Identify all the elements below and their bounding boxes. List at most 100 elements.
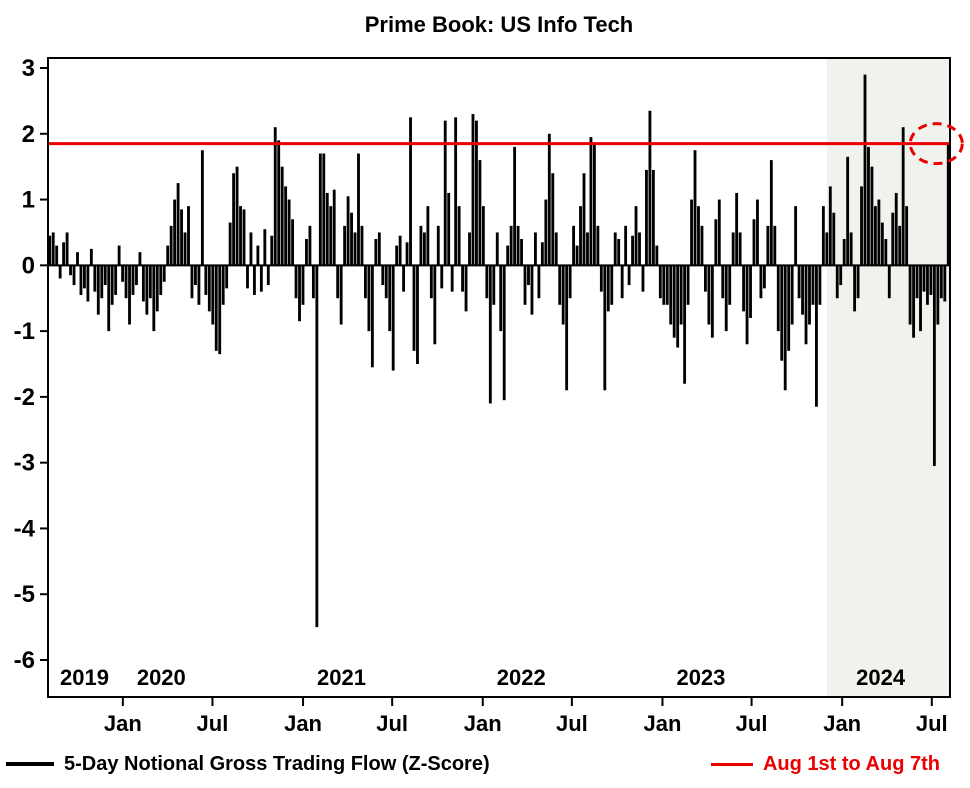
bar xyxy=(440,265,444,289)
y-tick-label: -1 xyxy=(14,318,35,345)
bar xyxy=(495,232,499,266)
bar xyxy=(232,173,236,266)
bar xyxy=(246,265,249,289)
bar xyxy=(717,199,721,266)
year-label: 2024 xyxy=(856,665,906,690)
bar xyxy=(69,265,72,276)
bar xyxy=(790,265,794,325)
bar xyxy=(169,225,173,266)
bar xyxy=(818,265,822,305)
bar xyxy=(263,229,267,266)
bar xyxy=(665,265,669,305)
bar xyxy=(51,232,55,266)
bar xyxy=(110,265,114,305)
bar xyxy=(107,265,111,332)
bar xyxy=(766,225,770,266)
bar xyxy=(565,265,569,391)
bar xyxy=(856,265,860,299)
bar xyxy=(641,265,645,292)
bar xyxy=(655,245,659,266)
bar xyxy=(638,232,641,266)
y-tick-label: -6 xyxy=(14,647,35,674)
bar xyxy=(683,265,687,384)
bar xyxy=(662,265,666,305)
bar xyxy=(724,265,728,332)
bar xyxy=(346,196,350,266)
bar xyxy=(502,265,506,401)
x-tick-label: Jul xyxy=(556,711,588,736)
highlight-circle-icon xyxy=(908,122,964,166)
bar xyxy=(433,265,437,345)
bar xyxy=(443,120,447,266)
bar xyxy=(540,242,544,266)
bar xyxy=(936,265,940,325)
bar xyxy=(648,110,652,266)
bar xyxy=(391,265,395,371)
bar xyxy=(138,252,142,266)
bar xyxy=(877,199,881,266)
bar xyxy=(506,245,510,266)
legend-reference-label: Aug 1st to Aug 7th xyxy=(762,752,940,775)
bar xyxy=(898,225,902,266)
bar xyxy=(520,239,523,266)
bar xyxy=(721,265,725,299)
bar xyxy=(256,245,260,266)
x-tick-label: Jul xyxy=(916,711,948,736)
bar xyxy=(65,232,69,266)
bar xyxy=(801,265,804,315)
bar xyxy=(547,133,551,266)
bar xyxy=(905,206,909,266)
x-tick-label: Jul xyxy=(376,711,408,736)
bar xyxy=(527,265,530,286)
bar xyxy=(124,265,128,299)
bar xyxy=(360,225,364,266)
bar xyxy=(645,169,648,266)
bar xyxy=(749,265,752,318)
bar xyxy=(551,173,555,266)
y-tick-label: 3 xyxy=(22,55,35,82)
bar xyxy=(398,235,402,266)
year-label: 2019 xyxy=(60,665,109,690)
bar xyxy=(249,232,253,266)
bar xyxy=(315,265,319,628)
bar xyxy=(731,232,735,266)
bar xyxy=(773,225,777,266)
bar xyxy=(436,225,440,266)
y-tick-label: -5 xyxy=(14,581,35,608)
bar xyxy=(176,183,180,266)
bar xyxy=(287,199,291,266)
bar xyxy=(575,245,579,266)
bar xyxy=(846,156,850,266)
bar xyxy=(943,265,947,302)
bar xyxy=(180,209,183,266)
bar xyxy=(697,206,700,266)
bar xyxy=(714,219,718,266)
bar xyxy=(152,265,156,332)
bar xyxy=(252,265,256,295)
bar xyxy=(187,206,190,266)
bar xyxy=(259,265,263,292)
y-tick-label: -2 xyxy=(14,384,35,411)
bar xyxy=(318,153,322,266)
bar xyxy=(402,265,406,292)
bar xyxy=(894,192,898,266)
bar xyxy=(228,222,232,266)
bar xyxy=(200,150,204,266)
bar xyxy=(235,166,239,266)
bar xyxy=(412,265,416,351)
bar xyxy=(561,265,565,325)
bar xyxy=(613,232,617,266)
bar xyxy=(183,232,187,266)
bar xyxy=(58,265,62,279)
bar xyxy=(464,265,468,312)
bar xyxy=(634,206,638,266)
bar xyxy=(891,212,895,266)
bar xyxy=(388,265,392,332)
bar xyxy=(48,235,52,266)
bar xyxy=(603,265,607,391)
bar xyxy=(145,265,149,315)
bar xyxy=(808,265,811,325)
bar xyxy=(89,248,93,266)
bar xyxy=(554,232,558,266)
bar xyxy=(381,265,385,286)
